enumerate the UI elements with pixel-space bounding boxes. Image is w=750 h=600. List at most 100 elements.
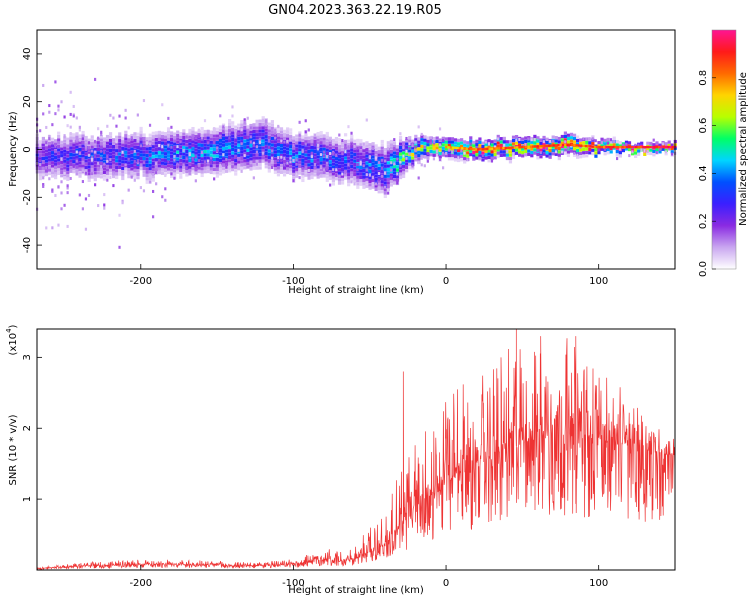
spectrogram-cell: [276, 163, 281, 167]
spectrogram-cell: [371, 142, 375, 146]
spectrogram-cell: [54, 155, 58, 160]
spectrogram-cell: [197, 169, 201, 174]
spectrogram-cell: [221, 123, 226, 127]
spectrogram-cell: [386, 177, 390, 182]
spectrogram-speck: [423, 145, 426, 149]
spectrogram-core: [609, 145, 613, 149]
spectrogram-cell: [270, 153, 274, 157]
spectrogram-cell: [453, 138, 458, 142]
spectrogram-cell: [530, 140, 534, 144]
spectrogram-core: [575, 144, 579, 147]
spectrogram-cell: [93, 177, 97, 182]
spectrogram-speck: [277, 156, 280, 160]
spectrogram-core: [483, 147, 487, 151]
spectrogram-cell: [646, 151, 650, 155]
spectrogram-cell: [188, 148, 192, 153]
spectrogram-cell: [139, 130, 143, 134]
spectrogram-speck: [106, 159, 109, 163]
spectrogram-cell: [151, 155, 155, 159]
spectrogram-cell: [127, 148, 131, 152]
spectrogram-speck: [661, 142, 664, 146]
spectrogram-cell: [118, 165, 122, 169]
spectrogram-cell: [252, 126, 256, 130]
spectrogram-cell: [57, 141, 61, 145]
spectrogram-cell: [460, 138, 464, 142]
spectrogram-cell: [420, 148, 424, 152]
spectrogram-cell: [44, 152, 49, 157]
spectrogram-cell: [237, 153, 241, 157]
spectrogram-cell: [548, 148, 552, 153]
spectrogram-cell: [432, 147, 436, 151]
spectrogram-cell: [145, 150, 149, 154]
spectrogram-cell: [203, 136, 207, 140]
spectrogram-cell: [365, 144, 369, 148]
spectrogram-speck: [347, 125, 350, 129]
spectrogram-cell: [240, 140, 244, 144]
spectrogram-cell: [301, 142, 305, 146]
spectrogram-speck: [292, 159, 295, 163]
spectrogram-speck: [45, 125, 48, 129]
spectrogram-core: [527, 145, 530, 148]
spectrogram-cell: [218, 138, 223, 142]
spectrogram-cell: [224, 159, 229, 163]
spectrogram-cell: [450, 143, 455, 148]
spectrogram-cell: [209, 164, 213, 168]
spectrogram-speck: [182, 163, 185, 167]
spectrogram-cell: [173, 142, 177, 146]
spectrogram-speck: [442, 139, 445, 143]
spectrogram-cell: [301, 138, 305, 142]
spectrogram-cell: [182, 152, 186, 156]
spectrogram-cell: [289, 151, 293, 155]
spectrogram-cell: [472, 154, 476, 158]
spectrogram-cell: [353, 139, 357, 143]
spectrogram-cell: [127, 171, 131, 175]
spectrogram-cell: [566, 137, 571, 141]
spectrogram-cell: [304, 163, 308, 167]
spectrogram-cell: [127, 141, 131, 145]
spectrogram-speck: [289, 156, 292, 160]
spectrogram-cell: [606, 147, 610, 152]
spectrogram-cell: [566, 153, 571, 157]
spectrogram-cell: [536, 136, 540, 140]
spectrogram-cell: [576, 135, 580, 139]
spectrogram-cell: [215, 144, 220, 148]
spectrogram-cell: [231, 147, 235, 152]
spectrogram-cell: [267, 132, 271, 136]
spectrogram-cell: [81, 161, 85, 165]
spectrogram-cell: [102, 147, 107, 151]
spectrogram-cell: [276, 173, 281, 177]
spectrogram-speck: [298, 176, 301, 180]
spectrogram-cell: [319, 144, 323, 148]
spectrogram-cell: [163, 148, 168, 152]
spectrogram-cell: [145, 147, 149, 151]
spectrogram-cell: [130, 157, 134, 161]
spectrogram-cell: [194, 151, 198, 155]
spectrogram-cell: [304, 173, 308, 177]
spectrogram-core: [589, 145, 592, 148]
spectrogram-cell: [405, 139, 409, 143]
spectrogram-core: [573, 143, 576, 147]
spectrogram-cell: [212, 154, 216, 158]
spectrogram-speck: [554, 150, 558, 154]
spectrogram-speck: [185, 135, 188, 139]
spectrogram-cell: [508, 153, 513, 157]
spectrogram-cell: [224, 132, 229, 137]
spectrogram-speck: [142, 161, 146, 165]
spectrogram-cell: [200, 173, 204, 178]
spectrogram-speck: [69, 90, 72, 94]
spectrogram-cell: [484, 153, 488, 157]
spectrogram-cell: [185, 139, 189, 144]
spectrogram-speck: [264, 119, 268, 123]
spectrogram-cell: [560, 148, 564, 152]
spectrogram-cell: [585, 147, 589, 151]
spectrogram-cell: [124, 160, 128, 165]
spectrogram-cell: [246, 155, 250, 159]
spectrogram-cell: [340, 154, 345, 158]
spectrogram-speck: [69, 176, 72, 180]
spectrogram-cell: [72, 143, 76, 147]
spectrogram-cell: [60, 147, 64, 151]
spectrogram-cell: [197, 163, 201, 167]
spectrogram-cell: [166, 137, 171, 141]
spectrogram-cell: [353, 156, 357, 160]
spectrogram-speck: [203, 162, 207, 166]
